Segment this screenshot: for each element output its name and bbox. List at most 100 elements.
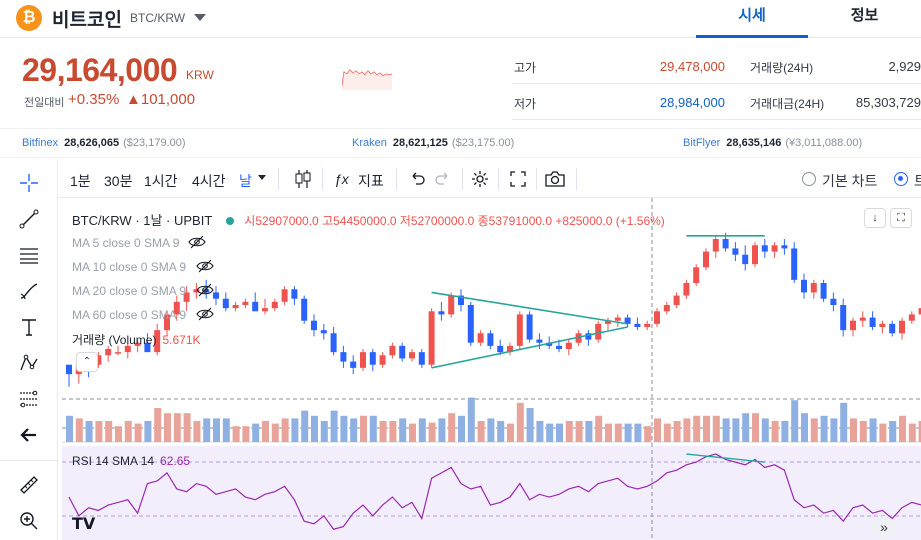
brush-icon[interactable] xyxy=(14,276,44,306)
toolbar-separator xyxy=(278,168,279,190)
zoom-in-icon[interactable] xyxy=(14,506,44,536)
candle-body xyxy=(712,239,719,252)
ruler-icon[interactable] xyxy=(14,470,44,500)
fib-retracement-icon[interactable] xyxy=(14,384,44,414)
price-chart[interactable]: BTC/KRW · 1날 · UPBIT 시52907000.0 고5445000… xyxy=(62,198,921,540)
volume-bar xyxy=(722,418,730,442)
crosshair-icon[interactable] xyxy=(14,168,44,198)
mini-price-chart xyxy=(342,69,393,90)
volume-bar xyxy=(791,400,799,442)
candle-body xyxy=(203,289,210,293)
amount-label: 거래대금(24H) xyxy=(750,97,825,111)
candle-body xyxy=(477,333,484,343)
volume-bar xyxy=(360,415,367,442)
ma-5-label[interactable]: MA 5 close 0 SMA 9 xyxy=(72,236,180,250)
fullscreen-icon[interactable] xyxy=(508,169,528,192)
ma-20-label[interactable]: MA 20 close 0 SMA 9 xyxy=(72,284,187,298)
chart-canvas[interactable] xyxy=(62,198,921,540)
exchange-name[interactable]: Kraken xyxy=(352,137,387,149)
scroll-right-icon[interactable]: » xyxy=(872,516,896,540)
gear-icon[interactable] xyxy=(470,169,490,192)
volume-bar xyxy=(761,418,769,442)
volume-bar xyxy=(644,426,652,442)
chevron-down-icon[interactable] xyxy=(194,14,206,21)
chevron-down-icon[interactable] xyxy=(258,175,266,180)
arrow-down-button[interactable]: ↓ xyxy=(864,208,886,228)
indicator-button[interactable]: 지표 xyxy=(358,173,384,189)
interval-4h[interactable]: 4시간 xyxy=(192,173,226,189)
undo-icon[interactable] xyxy=(408,170,426,191)
volume-bar xyxy=(173,413,181,442)
volume-bar xyxy=(467,397,475,442)
redo-icon[interactable] xyxy=(434,170,452,191)
camera-icon[interactable] xyxy=(544,169,566,192)
candle-body xyxy=(291,289,298,299)
volume-bar xyxy=(105,421,113,442)
candle-type-icon[interactable] xyxy=(294,169,312,192)
candle-body xyxy=(752,245,758,265)
volume-bar xyxy=(379,421,387,442)
candle-body xyxy=(281,289,288,302)
candle-body xyxy=(379,355,386,365)
toolbar-separator xyxy=(576,168,577,190)
candle-body xyxy=(213,292,219,299)
stat-row-high: 고가 29,478,000 거래량(24H) 2,929 xyxy=(512,48,921,84)
tab-info[interactable]: 정보 xyxy=(850,7,879,24)
candle-body xyxy=(173,301,180,315)
price-unit: KRW xyxy=(186,68,214,82)
eye-off-icon[interactable] xyxy=(196,307,214,326)
volume-bar xyxy=(350,418,358,442)
toolbar-separator xyxy=(322,168,323,190)
exchange-name[interactable]: BitFlyer xyxy=(683,137,721,149)
eye-off-icon[interactable] xyxy=(196,283,214,302)
candle-body xyxy=(154,330,161,353)
ma-10-label[interactable]: MA 10 close 0 SMA 9 xyxy=(72,260,187,274)
eye-off-icon[interactable] xyxy=(188,235,206,254)
stat-row-low: 저가 28,984,000 거래대금(24H) 85,303,729 xyxy=(512,84,921,120)
candle-body xyxy=(840,305,847,331)
maximize-icon[interactable]: ⛶ xyxy=(890,208,912,228)
basic-chart-radio[interactable] xyxy=(802,172,816,186)
horizontal-lines-icon[interactable] xyxy=(14,240,44,270)
tradingview-logo-icon[interactable]: 𝗧𝗩 xyxy=(72,516,96,533)
interval-day[interactable]: 날 xyxy=(239,173,252,189)
tab-price[interactable]: 시세 xyxy=(696,0,808,38)
mini-price-area xyxy=(342,70,392,90)
interval-1m[interactable]: 1분 xyxy=(70,173,91,189)
candle-body xyxy=(536,339,543,343)
volume-bar xyxy=(634,423,642,442)
change-percent: +0.35% xyxy=(68,91,120,108)
exchange-price: 28,635,146 xyxy=(726,137,782,149)
collapse-button[interactable]: ⌃ xyxy=(76,352,98,372)
candle-body xyxy=(134,342,141,346)
trend-line-icon[interactable] xyxy=(14,204,44,234)
volume-bar xyxy=(663,423,671,442)
volume-bar xyxy=(879,423,887,442)
candle-body xyxy=(164,314,170,331)
exchange-name[interactable]: Bitfinex xyxy=(22,137,59,149)
arrow-left-icon[interactable] xyxy=(14,420,44,450)
toolbar-separator xyxy=(462,168,463,190)
exchange-bar: Bitfinex 28,626,065 ($23,179.00) Kraken 28,… xyxy=(0,128,921,158)
indicator-icon[interactable]: ƒx xyxy=(334,171,349,187)
candle-body xyxy=(242,301,249,305)
candle-body xyxy=(889,323,896,334)
interval-30m[interactable]: 30분 xyxy=(104,173,133,189)
ma-60-label[interactable]: MA 60 close 0 SMA 9 xyxy=(72,308,187,322)
volume-bar xyxy=(840,402,848,442)
tv-chart-radio[interactable] xyxy=(894,172,908,186)
candle-body xyxy=(624,317,631,324)
candle-body xyxy=(252,301,259,312)
interval-1h[interactable]: 1시간 xyxy=(144,173,178,189)
candle-body xyxy=(66,364,72,375)
volume-bar xyxy=(605,423,612,442)
candle-body xyxy=(546,342,553,346)
eye-off-icon[interactable] xyxy=(196,259,214,278)
volume-bar xyxy=(252,423,260,442)
volume-bar xyxy=(850,418,857,442)
chart-toolbar: 1분 30분 1시간 4시간 날 ƒx 지표 기본 차트 트 xyxy=(58,160,921,198)
text-tool-icon[interactable] xyxy=(14,312,44,342)
basic-chart-label[interactable]: 기본 차트 xyxy=(822,173,878,189)
tv-chart-label[interactable]: 트 xyxy=(914,173,921,189)
pattern-icon[interactable] xyxy=(14,348,44,378)
